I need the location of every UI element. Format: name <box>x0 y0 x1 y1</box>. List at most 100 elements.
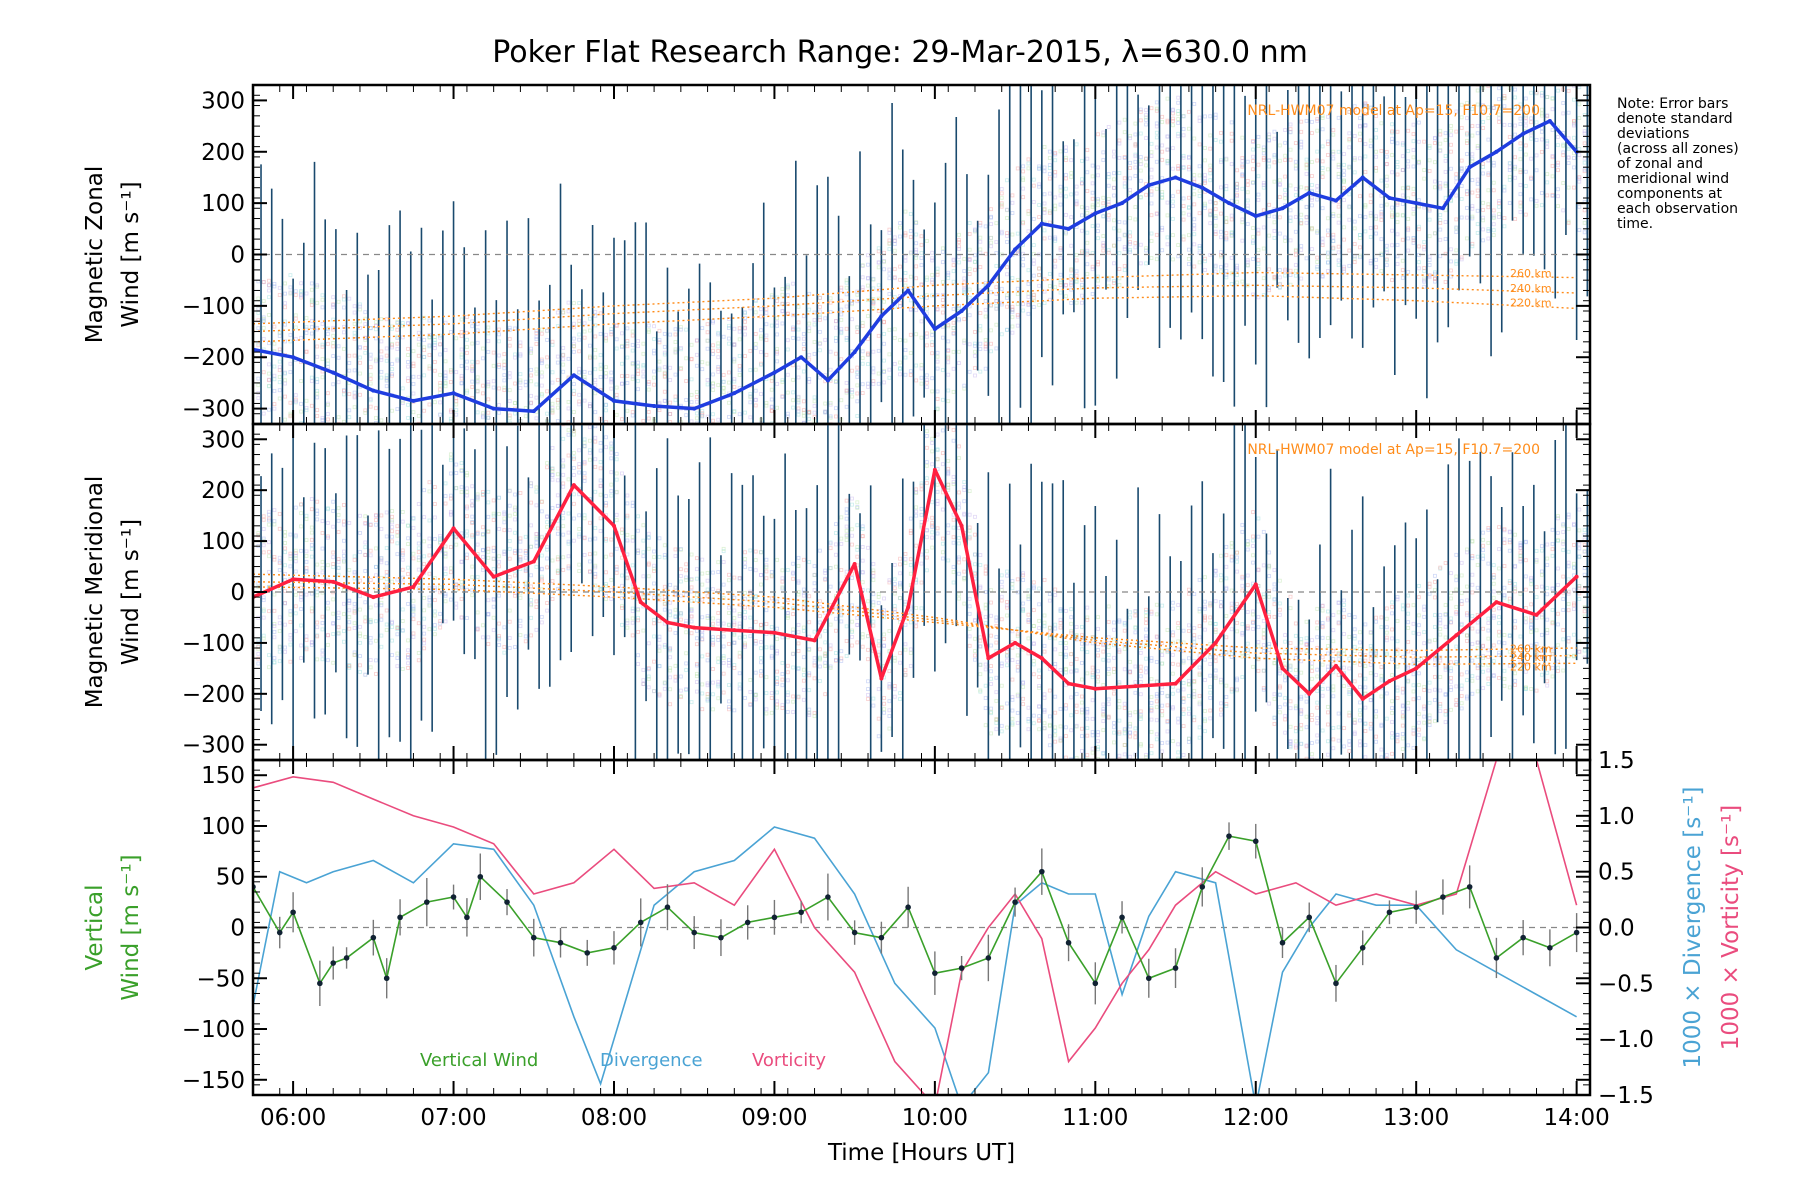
zone-sample <box>1400 142 1405 147</box>
zone-sample <box>368 365 373 370</box>
zone-sample <box>1133 174 1138 178</box>
zone-sample <box>694 399 699 404</box>
zone-sample <box>1128 188 1132 192</box>
zone-sample <box>1390 122 1395 127</box>
zone-sample <box>882 332 886 336</box>
zone-sample <box>973 227 977 232</box>
zone-sample <box>1491 215 1496 220</box>
zone-sample <box>1529 156 1534 161</box>
zone-sample <box>1518 102 1523 107</box>
zone-sample <box>1374 107 1378 111</box>
zone-sample <box>657 536 662 541</box>
zone-sample <box>759 314 763 319</box>
zone-sample <box>267 371 271 376</box>
zone-sample <box>855 330 860 334</box>
zone-sample <box>1117 251 1122 256</box>
zone-sample <box>1047 284 1052 288</box>
zone-sample <box>1293 273 1298 278</box>
zone-sample <box>1561 208 1566 213</box>
zone-sample <box>887 227 892 232</box>
zone-sample <box>1331 246 1336 251</box>
zone-sample <box>1154 257 1159 262</box>
zone-sample <box>631 470 634 473</box>
zonal-wind-point <box>932 326 937 331</box>
zone-sample <box>1112 154 1116 159</box>
zone-sample <box>555 555 560 560</box>
zone-sample <box>582 329 587 334</box>
zone-sample <box>1546 65 1549 68</box>
zone-sample <box>641 554 646 559</box>
zone-sample <box>438 381 443 385</box>
zone-sample <box>561 568 566 572</box>
zone-sample <box>1315 188 1320 193</box>
zone-sample <box>679 447 682 450</box>
zone-sample <box>630 374 635 379</box>
zone-sample <box>288 333 293 337</box>
zone-sample <box>411 410 416 415</box>
zone-sample <box>267 609 271 614</box>
zone-sample <box>1384 149 1389 154</box>
zone-sample <box>716 341 721 346</box>
zone-sample <box>471 474 474 477</box>
zone-sample <box>732 409 737 413</box>
zone-sample <box>470 498 475 503</box>
zone-sample <box>432 485 437 490</box>
zone-sample <box>352 554 357 559</box>
zone-sample <box>780 292 785 297</box>
zone-sample <box>1240 279 1245 284</box>
zone-sample <box>1197 173 1202 178</box>
zone-sample <box>1272 228 1277 233</box>
zone-sample <box>454 462 459 467</box>
zone-sample <box>1551 57 1554 60</box>
zone-sample <box>1160 143 1165 148</box>
zone-sample <box>416 651 421 655</box>
zone-sample <box>375 468 378 471</box>
zone-sample <box>1465 152 1469 156</box>
zone-sample <box>689 356 694 361</box>
zone-sample <box>267 549 271 554</box>
zone-sample <box>454 336 459 341</box>
zone-sample <box>908 235 913 239</box>
zone-sample <box>759 362 763 367</box>
zone-sample <box>598 492 603 497</box>
zone-sample <box>801 413 806 418</box>
zone-sample <box>989 240 993 245</box>
zone-sample <box>1047 149 1052 154</box>
zone-sample <box>492 439 495 442</box>
zone-sample <box>293 553 298 558</box>
zone-sample <box>668 332 673 337</box>
zone-sample <box>1031 200 1036 204</box>
zone-sample <box>668 582 673 587</box>
zone-sample <box>834 351 838 356</box>
zone-sample <box>1085 230 1090 235</box>
zone-sample <box>535 459 538 462</box>
zone-sample <box>331 305 336 310</box>
zone-sample <box>1438 128 1443 133</box>
zone-sample <box>1491 233 1496 238</box>
zone-sample <box>1245 198 1250 203</box>
zone-sample <box>1063 145 1068 150</box>
zone-sample <box>1470 241 1475 246</box>
zone-sample <box>514 488 517 491</box>
zone-sample <box>1416 260 1421 265</box>
zone-sample <box>315 633 320 638</box>
zone-sample <box>614 412 619 417</box>
zone-sample <box>1219 269 1223 274</box>
zone-sample <box>1315 158 1320 163</box>
zone-sample <box>1374 216 1378 221</box>
zone-sample <box>427 489 432 494</box>
zone-sample <box>1224 187 1229 192</box>
zone-sample <box>1042 145 1047 149</box>
zone-sample <box>722 457 725 460</box>
zone-sample <box>1251 159 1255 163</box>
zone-sample <box>481 453 484 456</box>
y-tick-label: −100 <box>182 294 245 320</box>
zone-sample <box>561 532 566 537</box>
zone-sample <box>662 344 667 349</box>
zone-sample <box>320 648 325 653</box>
zone-sample <box>1390 228 1395 233</box>
zone-sample <box>1187 205 1191 210</box>
zone-sample <box>630 620 635 625</box>
zone-sample <box>1154 106 1159 111</box>
zone-sample <box>1026 311 1031 316</box>
